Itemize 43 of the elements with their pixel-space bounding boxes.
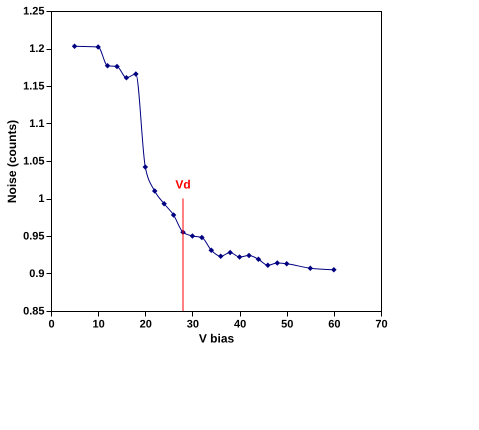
x-tick-label: 40 bbox=[234, 318, 246, 330]
point bbox=[161, 201, 167, 206]
point bbox=[190, 233, 196, 239]
point bbox=[95, 44, 101, 50]
x-tick-label: 70 bbox=[375, 318, 388, 330]
point bbox=[142, 164, 148, 170]
point bbox=[308, 266, 314, 271]
point bbox=[246, 252, 252, 258]
point bbox=[133, 71, 139, 77]
y-tick-label: 1.25 bbox=[23, 6, 44, 18]
point bbox=[170, 212, 176, 218]
y-tick-label: 0.95 bbox=[23, 230, 44, 242]
y-tick-label: 0.9 bbox=[29, 268, 44, 280]
point bbox=[104, 63, 110, 68]
x-tick-label: 10 bbox=[92, 318, 105, 330]
y-axis-title: Noise (counts) bbox=[5, 120, 20, 204]
x-tick-label: 60 bbox=[328, 318, 340, 330]
x-axis-title: V bias bbox=[198, 332, 234, 346]
point bbox=[72, 44, 78, 49]
point bbox=[236, 254, 242, 260]
ref-line-label: Vd bbox=[175, 178, 191, 192]
point bbox=[284, 261, 290, 266]
x-tick-label: 30 bbox=[186, 318, 200, 330]
point bbox=[114, 64, 120, 70]
y-tick-label: 1.05 bbox=[23, 156, 44, 168]
point bbox=[218, 254, 224, 259]
x-tick-label: 20 bbox=[140, 318, 152, 330]
point bbox=[274, 260, 280, 266]
point bbox=[331, 267, 337, 272]
point bbox=[124, 75, 130, 80]
y-tick-label: 1.1 bbox=[29, 118, 44, 130]
y-tick-label: 1.2 bbox=[29, 43, 44, 55]
y-tick-label: 0.85 bbox=[23, 306, 44, 318]
point bbox=[227, 250, 233, 256]
point bbox=[152, 188, 158, 194]
y-tick-label: 1.15 bbox=[23, 80, 44, 92]
y-tick-label: 1 bbox=[38, 193, 44, 205]
point bbox=[199, 234, 205, 240]
x-tick-label: 0 bbox=[48, 318, 55, 330]
point bbox=[256, 256, 262, 262]
x-tick-label: 50 bbox=[281, 318, 294, 330]
point bbox=[265, 262, 271, 268]
point bbox=[208, 248, 214, 253]
